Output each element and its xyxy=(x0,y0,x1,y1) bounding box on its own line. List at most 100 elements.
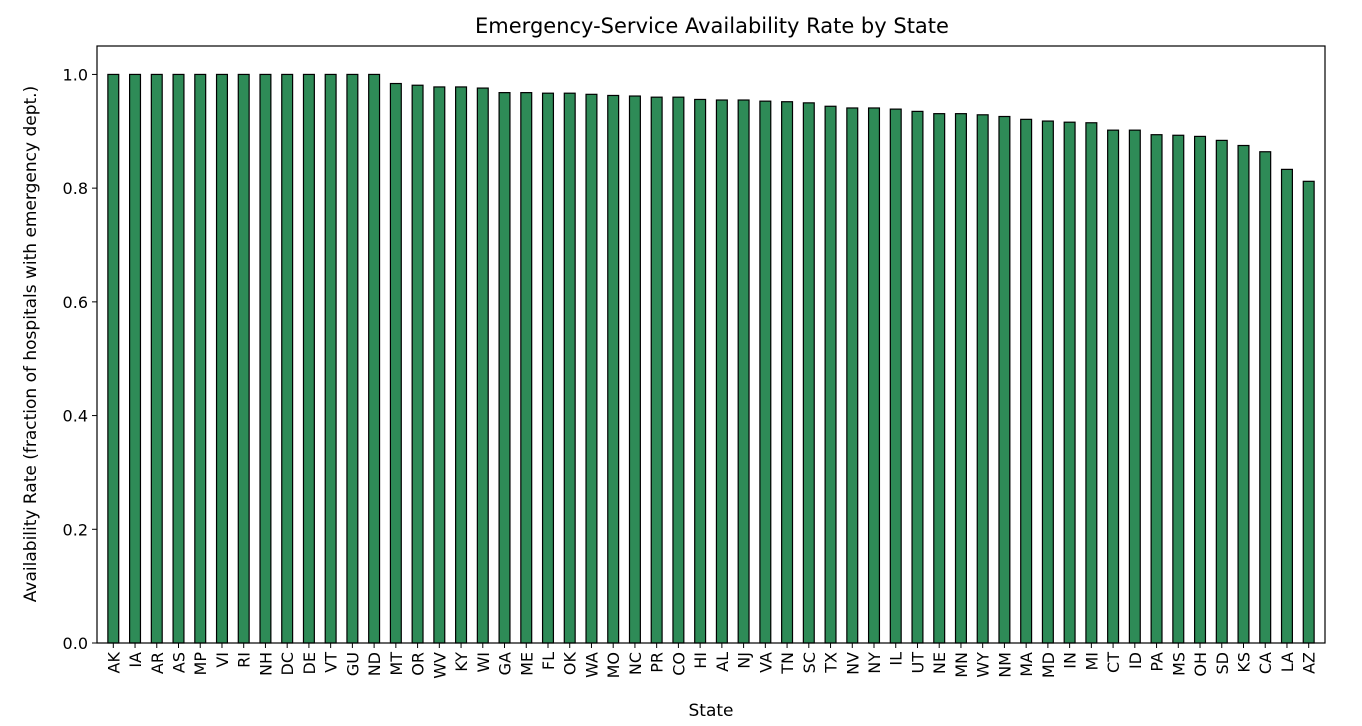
x-tick-label: WI xyxy=(474,652,493,673)
x-tick-label: CA xyxy=(1256,652,1275,674)
y-tick-label: 0.4 xyxy=(63,407,88,426)
bar-ca xyxy=(1259,151,1272,644)
x-tick-label: SD xyxy=(1213,652,1232,674)
x-tick-label: AR xyxy=(148,652,167,674)
x-tick-label: MS xyxy=(1169,652,1188,676)
bar-gu xyxy=(346,73,359,644)
x-tick-label: WY xyxy=(974,652,993,678)
bar-oh xyxy=(1193,135,1207,644)
bar-pr xyxy=(650,96,663,644)
bar-nc xyxy=(628,95,641,644)
y-axis-ticks: 0.0 0.2 0.4 0.6 0.8 1.0 xyxy=(63,65,97,653)
bar-md xyxy=(1041,120,1054,644)
bar-tx xyxy=(824,105,837,644)
x-tick-label: MP xyxy=(191,652,210,676)
bar-id xyxy=(1128,129,1141,644)
x-tick-label: OH xyxy=(1191,652,1210,677)
bar-ct xyxy=(1107,129,1120,644)
plot-area-frame xyxy=(96,45,1326,644)
bar-mo xyxy=(607,94,620,644)
bar-ks xyxy=(1237,144,1250,644)
y-tick-label: 0.2 xyxy=(63,520,88,539)
x-tick-label: CO xyxy=(669,652,688,676)
x-tick-label: NV xyxy=(843,652,862,675)
x-tick-label: LA xyxy=(1278,652,1297,672)
x-tick-label: TX xyxy=(822,652,841,674)
x-tick-label: MT xyxy=(387,652,406,676)
bar-la xyxy=(1280,168,1293,644)
x-tick-label: NM xyxy=(995,652,1014,678)
x-tick-label: TN xyxy=(778,652,797,675)
x-tick-label: MO xyxy=(604,652,623,678)
bar-wv xyxy=(433,86,446,644)
bar-vi xyxy=(215,73,229,644)
x-tick-label: NC xyxy=(626,652,645,675)
x-tick-label: KS xyxy=(1234,652,1253,673)
bar-me xyxy=(520,92,533,644)
x-tick-label: VA xyxy=(756,652,775,673)
x-tick-label: MN xyxy=(952,652,971,678)
bar-de xyxy=(302,73,315,644)
x-tick-label: KY xyxy=(452,652,471,672)
x-axis-label: State xyxy=(689,701,734,721)
bar-ak xyxy=(107,73,120,644)
x-tick-label: VT xyxy=(322,652,341,673)
bar-ma xyxy=(1020,118,1033,644)
x-tick-label: GU xyxy=(343,652,362,676)
bar-wy xyxy=(976,114,989,644)
x-tick-label: NJ xyxy=(735,652,754,669)
bar-sd xyxy=(1215,139,1228,644)
bar-ne xyxy=(933,113,946,644)
x-tick-label: NH xyxy=(256,652,275,676)
bar-ky xyxy=(455,86,468,644)
x-tick-label: PA xyxy=(1148,652,1167,672)
bar-ut xyxy=(911,110,924,644)
x-tick-label: AZ xyxy=(1300,652,1319,674)
x-tick-label: NE xyxy=(930,652,949,674)
bar-wa xyxy=(585,93,598,644)
x-tick-label: VI xyxy=(213,652,232,668)
x-tick-label: AS xyxy=(170,652,189,673)
bar-mt xyxy=(389,82,402,644)
x-tick-label: OK xyxy=(561,652,580,676)
x-tick-label: UT xyxy=(908,652,927,674)
bar-mn xyxy=(954,113,967,644)
x-tick-label: RI xyxy=(235,652,254,668)
bar-as xyxy=(172,73,185,644)
bar-dc xyxy=(281,73,294,644)
bar-nd xyxy=(368,73,381,644)
bar-ny xyxy=(867,107,881,644)
bar-il xyxy=(889,108,902,644)
bar-nh xyxy=(259,73,272,644)
bar-hi xyxy=(694,98,707,644)
bar-vt xyxy=(324,73,337,644)
bar-wi xyxy=(476,87,489,644)
x-tick-label: IA xyxy=(126,652,145,668)
x-tick-label: SC xyxy=(800,652,819,673)
x-tick-label: ME xyxy=(517,652,536,676)
bar-ok xyxy=(563,92,576,644)
bar-or xyxy=(411,84,424,644)
x-tick-label: AK xyxy=(104,651,123,673)
y-axis-label: Availability Rate (fraction of hospitals… xyxy=(21,86,41,602)
x-tick-label: ID xyxy=(1126,652,1145,669)
bars-group xyxy=(107,73,1315,644)
bar-ms xyxy=(1172,134,1185,644)
x-tick-label: ND xyxy=(365,652,384,676)
y-tick-label: 0.0 xyxy=(63,634,88,653)
x-tick-label: OR xyxy=(409,652,428,676)
x-tick-label: AL xyxy=(713,652,732,672)
x-axis-ticks: AK IA AR AS MP VI RI NH DC DE VT GU ND MT OR WV KY WI GA ME… xyxy=(104,643,1319,679)
chart-title: Emergency-Service Availability Rate by S… xyxy=(475,14,949,38)
bar-nv xyxy=(846,107,859,644)
x-tick-label: HI xyxy=(691,652,710,669)
bar-in xyxy=(1063,121,1076,644)
x-tick-label: FL xyxy=(539,652,558,670)
bar-nj xyxy=(737,99,750,644)
x-tick-label: NY xyxy=(865,652,884,674)
x-tick-label: IL xyxy=(887,652,906,666)
bar-nm xyxy=(998,115,1011,644)
bar-az xyxy=(1302,180,1315,644)
bar-ar xyxy=(150,73,163,644)
